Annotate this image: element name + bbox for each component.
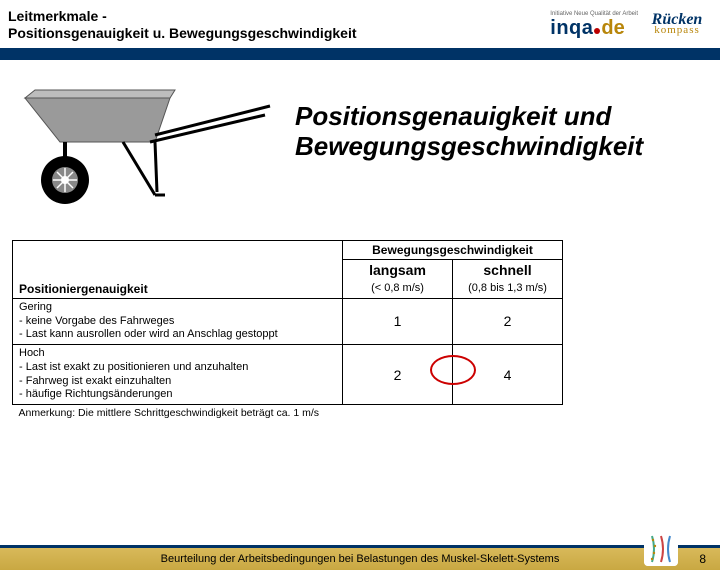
- col-slow-label: langsam: [369, 262, 426, 278]
- row-low-bullet2: - Last kann ausrollen oder wird an Ansch…: [19, 328, 336, 342]
- footer-text: Beurteilung der Arbeitsbedingungen bei B…: [161, 553, 560, 565]
- logo-inqa-dot-icon: [594, 28, 600, 34]
- slide-footer: Beurteilung der Arbeitsbedingungen bei B…: [0, 532, 720, 570]
- table-note-row: Anmerkung: Die mittlere Schrittgeschwind…: [13, 405, 563, 422]
- slide-content: Positionsgenauigkeit und Bewegungsgeschw…: [0, 60, 720, 532]
- col-header-position: Positioniergenauigkeit: [13, 241, 343, 299]
- footer-bar-gold: Beurteilung der Arbeitsbedingungen bei B…: [0, 548, 720, 570]
- main-heading-line2: Bewegungsgeschwindigkeit: [295, 131, 643, 161]
- row-high-title: Hoch: [19, 347, 336, 361]
- header-title: Leitmerkmale - Positionsgenauigkeit u. B…: [8, 8, 357, 43]
- header-title-line1: Leitmerkmale -: [8, 8, 107, 24]
- header-title-line2: Positionsgenauigkeit u. Bewegungsgeschwi…: [8, 25, 357, 41]
- logo-inqa-text2: de: [601, 17, 624, 40]
- logo-ruecken: Rücken kompass: [642, 14, 712, 37]
- row-low-title: Gering: [19, 301, 336, 315]
- footer-spine-icon: [644, 532, 678, 566]
- col-header-speed: Bewegungsgeschwindigkeit: [343, 241, 563, 260]
- logo-inqa-text1: inqa: [550, 17, 593, 40]
- slide-header: Leitmerkmale - Positionsgenauigkeit u. B…: [0, 0, 720, 48]
- table-row: Gering - keine Vorgabe des Fahrweges - L…: [13, 298, 563, 344]
- row-high-desc: Hoch - Last ist exakt zu positionieren u…: [13, 345, 343, 405]
- col-fast-range: (0,8 bis 1,3 m/s): [468, 282, 547, 294]
- assessment-table: Positioniergenauigkeit Bewegungsgeschwin…: [12, 240, 563, 421]
- cell-low-fast: 2: [453, 298, 563, 344]
- row-high-bullet2: - Fahrweg ist exakt einzuhalten: [19, 375, 336, 389]
- main-heading-line1: Positionsgenauigkeit und: [295, 101, 611, 131]
- wheelbarrow-icon: [15, 80, 275, 210]
- row-low-bullet1: - keine Vorgabe des Fahrweges: [19, 315, 336, 329]
- logo-inqa: Initiative Neue Qualität der Arbeit inqa…: [550, 11, 638, 40]
- col-header-fast: schnell (0,8 bis 1,3 m/s): [453, 260, 563, 299]
- header-logos: Initiative Neue Qualität der Arbeit inqa…: [550, 11, 712, 40]
- row-low-desc: Gering - keine Vorgabe des Fahrweges - L…: [13, 298, 343, 344]
- header-divider-bar: [0, 48, 720, 60]
- cell-high-slow: 2: [343, 345, 453, 405]
- col-header-slow: langsam (< 0,8 m/s): [343, 260, 453, 299]
- cell-low-slow: 1: [343, 298, 453, 344]
- main-heading: Positionsgenauigkeit und Bewegungsgeschw…: [295, 102, 643, 162]
- row-high-bullet3: - häufige Richtungsänderungen: [19, 388, 336, 402]
- logo-ruecken-line2: kompass: [654, 26, 700, 36]
- table-row: Hoch - Last ist exakt zu positionieren u…: [13, 345, 563, 405]
- page-number: 8: [699, 552, 706, 566]
- row-high-bullet1: - Last ist exakt zu positionieren und an…: [19, 361, 336, 375]
- table-note: Anmerkung: Die mittlere Schrittgeschwind…: [13, 405, 563, 422]
- col-fast-label: schnell: [483, 262, 531, 278]
- cell-high-fast: 4: [453, 345, 563, 405]
- col-slow-range: (< 0,8 m/s): [371, 282, 424, 294]
